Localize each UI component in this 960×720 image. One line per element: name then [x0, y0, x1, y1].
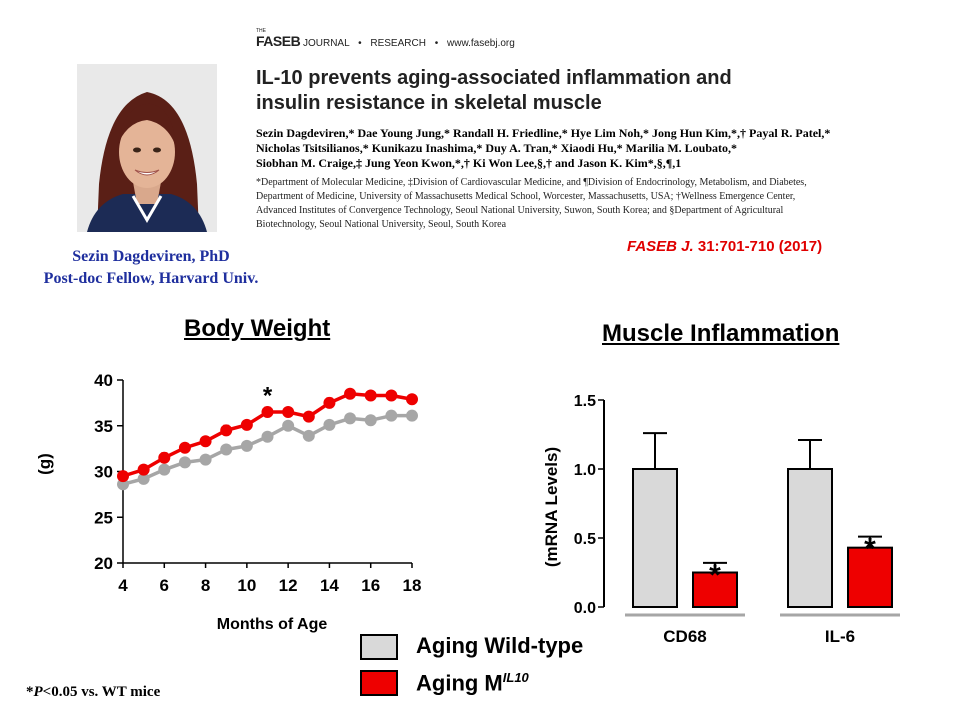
x-tick-label: 12: [279, 576, 298, 595]
data-point: [240, 439, 253, 452]
y-tick-label: 0.0: [574, 600, 596, 617]
data-point: [302, 429, 315, 442]
authors-line: Sezin Dagdeviren,* Dae Young Jung,* Rand…: [256, 126, 831, 140]
authors-line: Siobhan M. Craige,‡ Jung Yeon Kwon,*,† K…: [256, 156, 682, 170]
data-point: [117, 470, 129, 483]
legend-label-mil10-superscript: IL10: [502, 670, 529, 685]
footnote-text: <0.05 vs. WT mice: [42, 684, 161, 700]
data-point: [385, 409, 398, 422]
x-tick-label: 4: [118, 576, 128, 595]
data-point: [137, 472, 150, 485]
affiliation-line: *Department of Molecular Medicine, ‡Divi…: [256, 177, 807, 188]
data-point: [323, 396, 336, 409]
separator-dot: •: [434, 38, 439, 49]
bar: [692, 571, 738, 608]
data-point: [240, 418, 253, 431]
affiliation-line: Advanced Institutes of Convergence Techn…: [256, 205, 784, 216]
journal-header: THE FASEB JOURNAL • RESEARCH • www.faseb…: [256, 28, 515, 49]
significance-star: *: [709, 559, 721, 592]
journal-subtitle: JOURNAL: [302, 38, 350, 49]
y-axis-label: (g): [35, 453, 54, 475]
data-point: [302, 410, 315, 423]
x-tick-label: 14: [320, 576, 339, 595]
data-point: [344, 387, 357, 400]
y-axis-label: (mRNA Levels): [542, 447, 561, 567]
legend-label-mil10: Aging MIL10: [416, 670, 529, 696]
y-tick-label: 30: [94, 463, 113, 482]
footnote-p: P: [33, 684, 43, 700]
y-tick-label: 20: [94, 554, 113, 573]
journal-section: RESEARCH: [370, 38, 426, 49]
data-point: [282, 419, 295, 432]
affiliation-line: Biotechnology, Seoul National University…: [256, 219, 507, 230]
data-point: [406, 393, 418, 406]
data-point: [137, 463, 150, 476]
citation-journal: FASEB J.: [627, 238, 694, 255]
data-point: [220, 443, 233, 456]
y-tick-label: 25: [94, 508, 113, 527]
data-point: [261, 430, 274, 443]
separator-dot: •: [358, 38, 362, 49]
presenter-name: Sezin Dagdeviren, PhD: [72, 248, 230, 265]
paper-title-line: IL-10 prevents aging-associated inflamma…: [256, 67, 732, 89]
category-label: CD68: [663, 627, 706, 646]
journal-the: THE: [256, 28, 266, 34]
journal-url: www.fasebj.org: [447, 38, 515, 49]
footnote-star: *: [26, 684, 34, 700]
data-point: [178, 441, 191, 454]
data-point: [364, 389, 377, 402]
data-point: [158, 463, 171, 476]
y-tick-label: 40: [94, 371, 113, 390]
muscle-inflammation-chart: 0.0 0.5 1.0 1.5 CD68 IL-6 * * (mRNA Levels): [542, 393, 900, 646]
significance-star: *: [263, 382, 273, 409]
bar: [847, 546, 893, 609]
significance-star: *: [864, 533, 876, 566]
data-point: [282, 406, 295, 419]
citation-ref: 31:701-710 (2017): [697, 238, 823, 255]
presenter-photo: [77, 64, 217, 232]
paper-title-line: insulin resistance in skeletal muscle: [256, 92, 602, 114]
legend-label-mil10-text: Aging M: [416, 670, 503, 696]
data-point: [261, 406, 274, 419]
y-tick-label: 1.0: [574, 462, 596, 479]
legend-label-wild-type: Aging Wild-type: [416, 633, 584, 658]
data-point: [385, 389, 398, 402]
x-axis-label: Months of Age: [217, 616, 328, 633]
data-point: [178, 456, 191, 469]
bar: [787, 468, 833, 608]
y-tick-label: 0.5: [574, 531, 596, 548]
x-tick-label: 16: [361, 576, 380, 595]
affiliation-line: Department of Medicine, University of Ma…: [256, 191, 796, 202]
citation: FASEB J. 31:701-710 (2017): [627, 238, 822, 255]
data-point: [117, 478, 129, 491]
data-point: [158, 451, 171, 464]
category-label: IL-6: [825, 627, 855, 646]
muscle-inflammation-title: Muscle Inflammation: [602, 320, 840, 347]
x-tick-label: 18: [403, 576, 422, 595]
paper-title: IL-10 prevents aging-associated inflamma…: [256, 66, 896, 116]
x-tick-label: 10: [237, 576, 256, 595]
data-point: [220, 424, 233, 437]
data-point: [344, 412, 357, 425]
data-point: [199, 453, 212, 466]
paper-authors: Sezin Dagdeviren,* Dae Young Jung,* Rand…: [256, 126, 936, 171]
footnote: *P<0.05 vs. WT mice: [26, 684, 160, 701]
body-weight-title: Body Weight: [184, 315, 331, 342]
x-tick-label: 6: [160, 576, 169, 595]
bar: [632, 468, 678, 608]
authors-line: Nicholas Tsitsilianos,* Kunikazu Inashim…: [256, 141, 737, 155]
legend-swatch-mil10: [360, 670, 398, 696]
paper-affiliations: *Department of Molecular Medicine, ‡Divi…: [256, 176, 936, 232]
x-tick-label: 8: [201, 576, 210, 595]
body-weight-chart: 20 25 30 35 40 4 6 8 10 12 14 16 18 * (g) Months of …: [35, 371, 422, 633]
data-point: [406, 409, 418, 422]
data-point: [364, 414, 377, 427]
y-tick-label: 35: [94, 417, 113, 436]
legend-swatch-wild-type: [360, 634, 398, 660]
y-tick-label: 1.5: [574, 393, 596, 410]
presenter-position: Post-doc Fellow, Harvard Univ.: [43, 270, 259, 287]
data-point: [323, 418, 336, 431]
journal-name: FASEB: [256, 33, 301, 49]
data-point: [199, 435, 212, 448]
